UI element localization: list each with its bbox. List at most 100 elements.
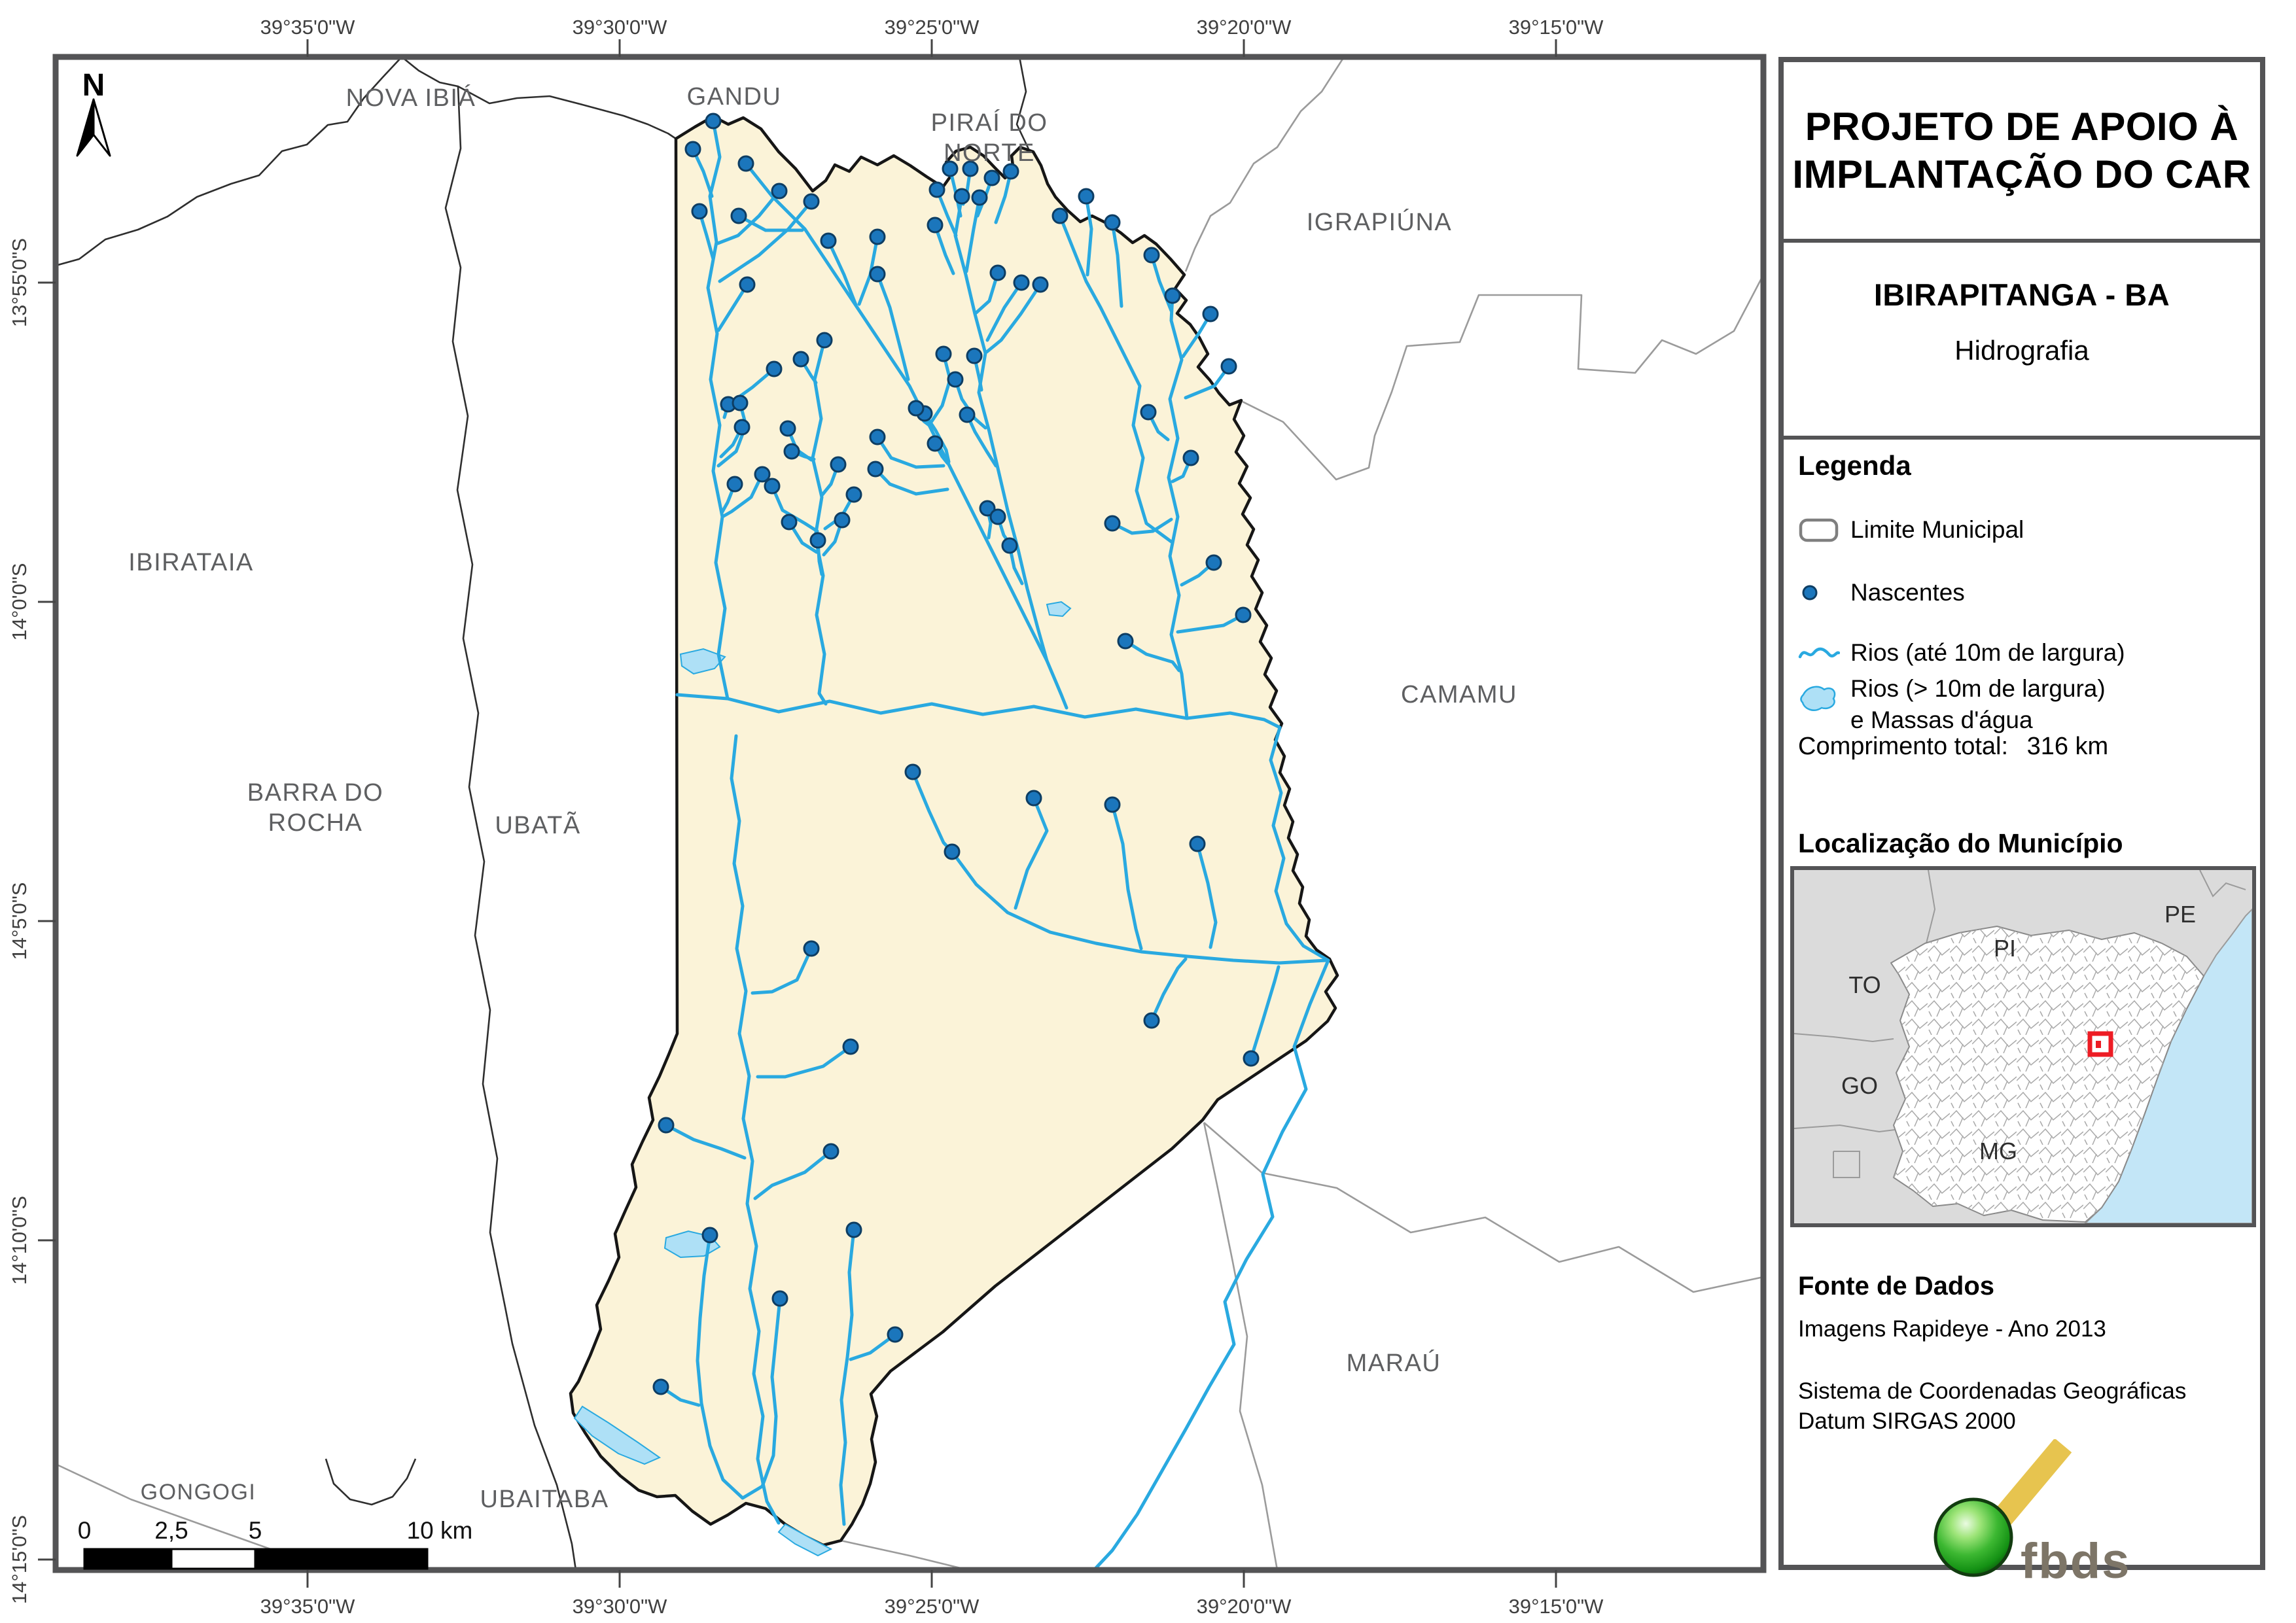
lon-tick-label: 39°15'0"W: [1509, 1595, 1604, 1618]
total-length-row: Comprimento total: 316 km: [1798, 733, 2108, 761]
nascente-dot: [779, 420, 796, 437]
rios-icon: [1798, 647, 1840, 659]
nascente-dot: [803, 193, 820, 210]
river-line: [1110, 517, 1173, 535]
river-line: [985, 283, 1042, 354]
water-body: [1046, 601, 1072, 618]
nascente-dot: [928, 181, 945, 198]
limite-municipal-icon: [1799, 518, 1839, 542]
nascente-dot: [783, 443, 800, 460]
nascente-dot: [764, 478, 781, 495]
nascente-dot: [1143, 1012, 1160, 1029]
nascente-dot: [989, 508, 1006, 525]
lon-tick-label: 39°35'0"W: [260, 16, 356, 39]
lon-tick-label: 39°25'0"W: [885, 16, 980, 39]
nascente-dot: [658, 1117, 675, 1134]
nascente-dot: [834, 512, 851, 529]
river-line: [753, 1149, 833, 1200]
lon-tick-label: 39°30'0"W: [573, 1595, 668, 1618]
nascente-dot: [869, 428, 886, 445]
nascente-dot: [845, 1221, 862, 1238]
total-length-label: Comprimento total:: [1798, 733, 2009, 760]
nascente-dot: [927, 435, 944, 452]
nascente-dot: [822, 1143, 839, 1160]
lon-tick-label: 39°35'0"W: [260, 1595, 356, 1618]
scalebar-label: 5: [249, 1517, 262, 1544]
river-line: [1195, 842, 1218, 949]
neighbor-boundary-line: [401, 57, 677, 140]
lat-tick-label: 14°15'0"S: [8, 1515, 31, 1604]
water-bodies: [573, 601, 1072, 1557]
locator-marker-dot: [2096, 1041, 2101, 1048]
nascente-dot: [1104, 515, 1121, 532]
water-body: [679, 648, 726, 675]
neighbor-municipality-label: GANDU: [687, 83, 782, 111]
locator-state-label: MG: [1979, 1138, 2017, 1164]
nascente-dot: [944, 843, 961, 860]
river-line: [691, 147, 714, 198]
north-arrow: N: [76, 68, 111, 157]
neighbor-boundary-line: [325, 1458, 417, 1506]
nascente-dot: [1243, 1050, 1260, 1067]
river-line: [964, 196, 981, 273]
neighbor-municipality-label: BARRA DO ROCHA: [247, 779, 383, 837]
river-line: [664, 1123, 747, 1160]
nascente-dot: [904, 763, 921, 780]
river-line: [826, 239, 858, 307]
north-label: N: [82, 68, 105, 103]
nascente-dot: [652, 1378, 669, 1395]
scalebar-label: 2,5: [154, 1517, 188, 1544]
nascente-dot: [1182, 449, 1199, 466]
nascente-dot: [1013, 274, 1030, 291]
sidebar: PROJETO DE APOIO À IMPLANTAÇÃO DO CAR IBI…: [1778, 57, 2265, 1589]
river-line: [953, 194, 1049, 663]
nascente-dot: [845, 486, 862, 503]
nascente-dot: [1032, 276, 1049, 293]
nascente-dot: [733, 419, 751, 436]
neighbor-boundary-line: [444, 86, 577, 1570]
nascente-dot: [983, 169, 1000, 186]
locator-map: PI PE TO GO MG: [1790, 866, 2256, 1227]
neighbor-municipality-label: UBATÃ: [495, 811, 580, 839]
total-length-value: 316 km: [2026, 733, 2109, 760]
legend-item-rios: Rios (até 10m de largura): [1798, 637, 2125, 669]
water-body: [573, 1405, 662, 1465]
locator-state-label: PE: [2164, 901, 2196, 928]
nascente-dot: [953, 188, 970, 205]
nascente-dot: [979, 500, 996, 517]
nascente-dot: [1001, 537, 1018, 554]
river-line: [1110, 803, 1143, 951]
river-line: [756, 1045, 853, 1079]
scalebar-segment: [83, 1548, 173, 1570]
nascente-dot: [1104, 796, 1121, 813]
nascente-dot: [1078, 188, 1095, 205]
nascente-dot: [816, 332, 833, 349]
nascente-dot: [820, 232, 837, 249]
fbds-logo: fbds: [1934, 1439, 2130, 1589]
source-line1: Imagens Rapideye - Ano 2013: [1798, 1316, 2106, 1342]
river-line: [716, 189, 781, 245]
nascente-dot: [739, 276, 756, 293]
nascente-dot: [737, 155, 754, 172]
logo-text: fbds: [2021, 1533, 2130, 1589]
rivers: [659, 119, 1330, 1570]
river-line: [1084, 194, 1093, 277]
locator-layers: PI PE TO GO MG: [1793, 869, 2253, 1224]
source-heading: Fonte de Dados: [1798, 1272, 1995, 1300]
nascente-dot: [989, 264, 1006, 281]
lat-tick-label: 14°10'0"S: [8, 1196, 31, 1285]
river-line: [875, 435, 945, 469]
nascente-dot: [869, 266, 886, 283]
lat-tick-label: 14°0'0"S: [8, 563, 31, 641]
river-line: [698, 209, 715, 261]
massas-dagua-icon: [1800, 686, 1836, 711]
nascente-dot: [730, 207, 747, 224]
nascente-dot: [754, 466, 771, 483]
map-frame-border: [52, 54, 1767, 1573]
river-line: [985, 281, 1023, 342]
nascente-dot: [935, 345, 952, 362]
locator-state-label: TO: [1848, 971, 1881, 998]
river-line: [716, 283, 749, 332]
nascente-dot: [1205, 554, 1222, 571]
river-line: [1150, 957, 1188, 1022]
